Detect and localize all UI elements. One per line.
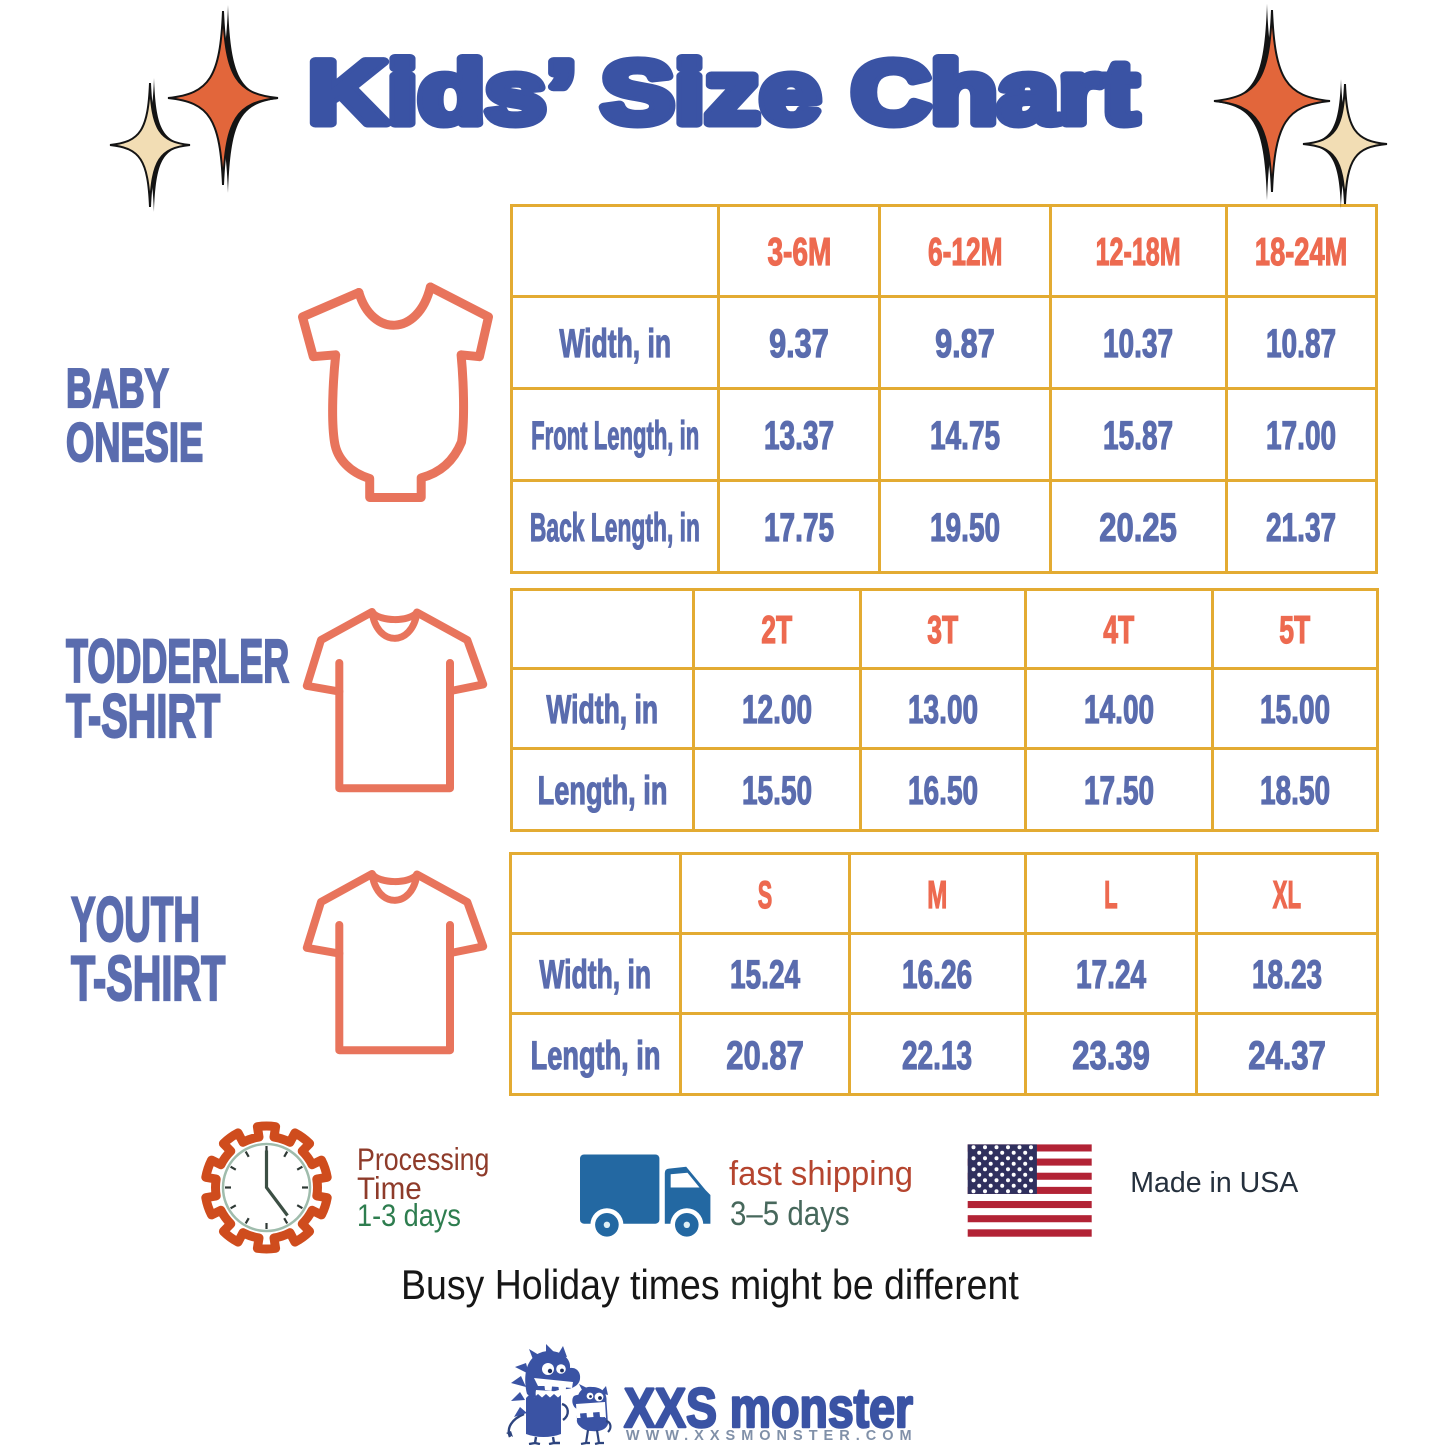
svg-text:Kids’ Size Chart: Kids’ Size Chart: [308, 42, 1138, 142]
